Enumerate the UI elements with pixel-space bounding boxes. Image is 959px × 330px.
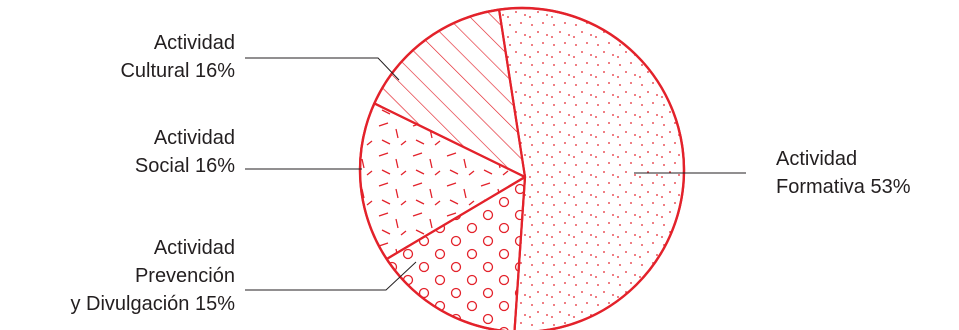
label-formativa: Actividad Formativa 53%	[776, 145, 911, 201]
label-formativa-line2: Formativa	[776, 176, 865, 198]
label-social-line1: Actividad	[153, 127, 235, 149]
pie-outline	[358, 6, 686, 330]
label-cultural-line2: Cultural	[120, 60, 190, 82]
label-social-value: 16%	[194, 155, 235, 177]
label-social-line2: Social	[134, 155, 190, 177]
label-social: Actividad Social 16%	[135, 124, 235, 180]
label-prevencion-value: 15%	[194, 293, 235, 315]
leader-prevencion	[245, 261, 417, 291]
leader-cultural	[245, 57, 400, 81]
label-formativa-line1: Actividad	[776, 148, 858, 170]
pie-slice-formativa	[497, 6, 686, 330]
label-cultural: Actividad Cultural 16%	[120, 29, 235, 85]
label-prevencion-line1: Actividad	[153, 237, 235, 259]
label-prevencion-line2: Prevención	[134, 265, 235, 287]
label-formativa-value: 53%	[870, 176, 911, 198]
label-prevencion-line3: y Divulgación	[70, 293, 190, 315]
label-cultural-value: 16%	[194, 60, 235, 82]
label-prevencion: Actividad Prevención y Divulgación 15%	[70, 234, 235, 318]
label-cultural-line1: Actividad	[153, 32, 235, 54]
